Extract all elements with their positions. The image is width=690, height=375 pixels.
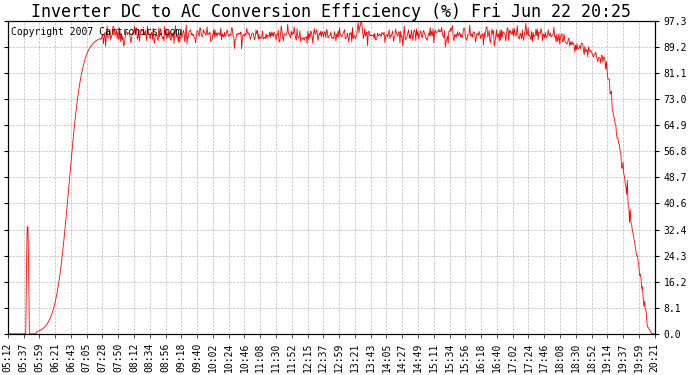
Text: Copyright 2007 Cartronics.com: Copyright 2007 Cartronics.com: [11, 27, 181, 37]
Title: Inverter DC to AC Conversion Efficiency (%) Fri Jun 22 20:25: Inverter DC to AC Conversion Efficiency …: [31, 3, 631, 21]
